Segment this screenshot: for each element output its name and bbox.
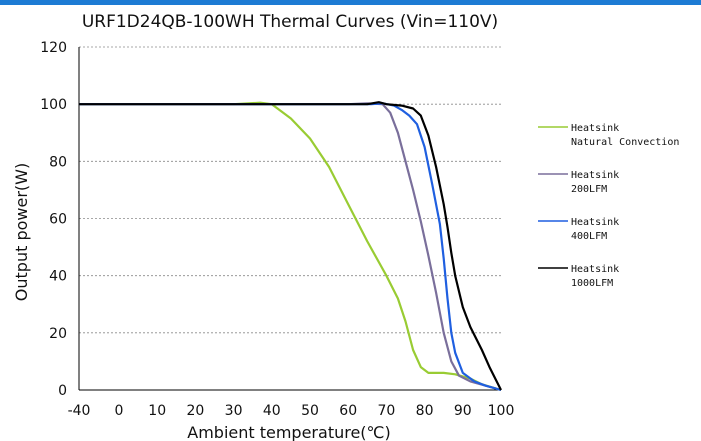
x-axis-title: Ambient temperature(℃) (187, 423, 391, 441)
y-tick-label: 120 (40, 40, 67, 56)
legend-label: 200LFM (571, 184, 607, 195)
series-line-1 (79, 102, 502, 392)
chart-title: URF1D24QB-100WH Thermal Curves (Vin=110V… (82, 12, 498, 32)
x-tick-labels: -40 0 10 20 30 40 50 60 70 80 90 100 (68, 403, 515, 419)
y-axis-title: Output power(W) (12, 163, 31, 301)
x-tick-label: 50 (301, 403, 319, 419)
x-tick-label: 10 (148, 403, 166, 419)
legend-label: Heatsink (571, 123, 619, 134)
y-tick-labels: 0 20 40 60 80 100 120 (40, 40, 67, 399)
legend: Heatsink Natural Convection Heatsink 200L… (538, 123, 679, 289)
gridlines (79, 46, 501, 334)
y-tick-label: 60 (49, 212, 67, 228)
x-tick-label: 90 (454, 403, 472, 419)
x-tick-label: 0 (115, 403, 124, 419)
y-tick-label: 100 (40, 97, 67, 113)
x-tick-label: 70 (377, 403, 395, 419)
x-tick-label: -40 (68, 403, 91, 419)
x-tick-label: 30 (225, 403, 243, 419)
series-line-2 (79, 102, 502, 392)
x-tick-label: 80 (416, 403, 434, 419)
legend-label: Heatsink (571, 217, 619, 228)
legend-label: Natural Convection (571, 137, 679, 148)
x-tick-label: 40 (263, 403, 281, 419)
y-tick-label: 20 (49, 326, 67, 342)
x-tick-label: 100 (488, 403, 515, 419)
x-tick-label: 60 (339, 403, 357, 419)
top-accent-bar (0, 0, 701, 5)
legend-label: Heatsink (571, 170, 619, 181)
series-line-3 (79, 101, 502, 391)
legend-label: 400LFM (571, 231, 607, 242)
x-tick-label: 20 (186, 403, 204, 419)
y-tick-label: 0 (58, 383, 67, 399)
y-tick-label: 80 (49, 154, 67, 170)
legend-label: Heatsink (571, 264, 619, 275)
series-lines (79, 101, 502, 392)
legend-label: 1000LFM (571, 278, 613, 289)
y-tick-label: 40 (49, 269, 67, 285)
series-line-0 (79, 101, 502, 392)
